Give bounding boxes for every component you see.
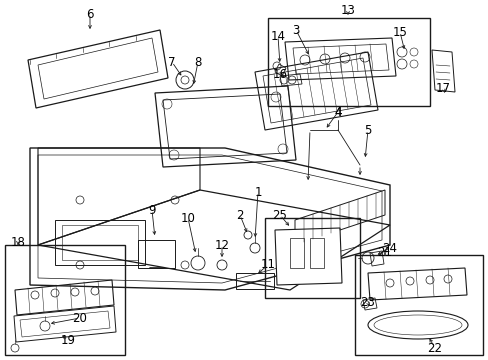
Text: 13: 13 [340,4,355,17]
Text: 5: 5 [364,123,371,136]
Text: 23: 23 [360,297,375,310]
Text: 7: 7 [168,55,175,68]
Text: 4: 4 [334,105,341,118]
Text: 12: 12 [214,239,229,252]
Bar [354,255,482,355]
Text: 14: 14 [270,30,285,42]
Text: 6: 6 [86,8,94,21]
Text: 3: 3 [292,23,299,36]
Bar [5,245,125,355]
Text: 4: 4 [334,105,341,118]
Text: 11: 11 [260,258,275,271]
Text: 18: 18 [11,235,25,248]
Text: 16: 16 [272,68,287,81]
Bar [289,238,304,268]
Text: 15: 15 [392,26,407,39]
Text: 24: 24 [382,242,397,255]
Bar [309,238,324,268]
Text: 25: 25 [272,208,287,221]
Text: 19: 19 [61,333,75,346]
Bar [264,218,359,298]
Text: 10: 10 [180,212,195,225]
Polygon shape [274,228,341,285]
Text: 1: 1 [254,185,261,198]
Text: 9: 9 [148,203,156,216]
Text: 17: 17 [435,81,449,95]
Text: 2: 2 [236,208,243,221]
Text: 21: 21 [377,246,392,258]
Text: 20: 20 [72,311,87,324]
Bar [267,18,429,106]
Text: 22: 22 [427,342,442,355]
Text: 8: 8 [194,55,201,68]
